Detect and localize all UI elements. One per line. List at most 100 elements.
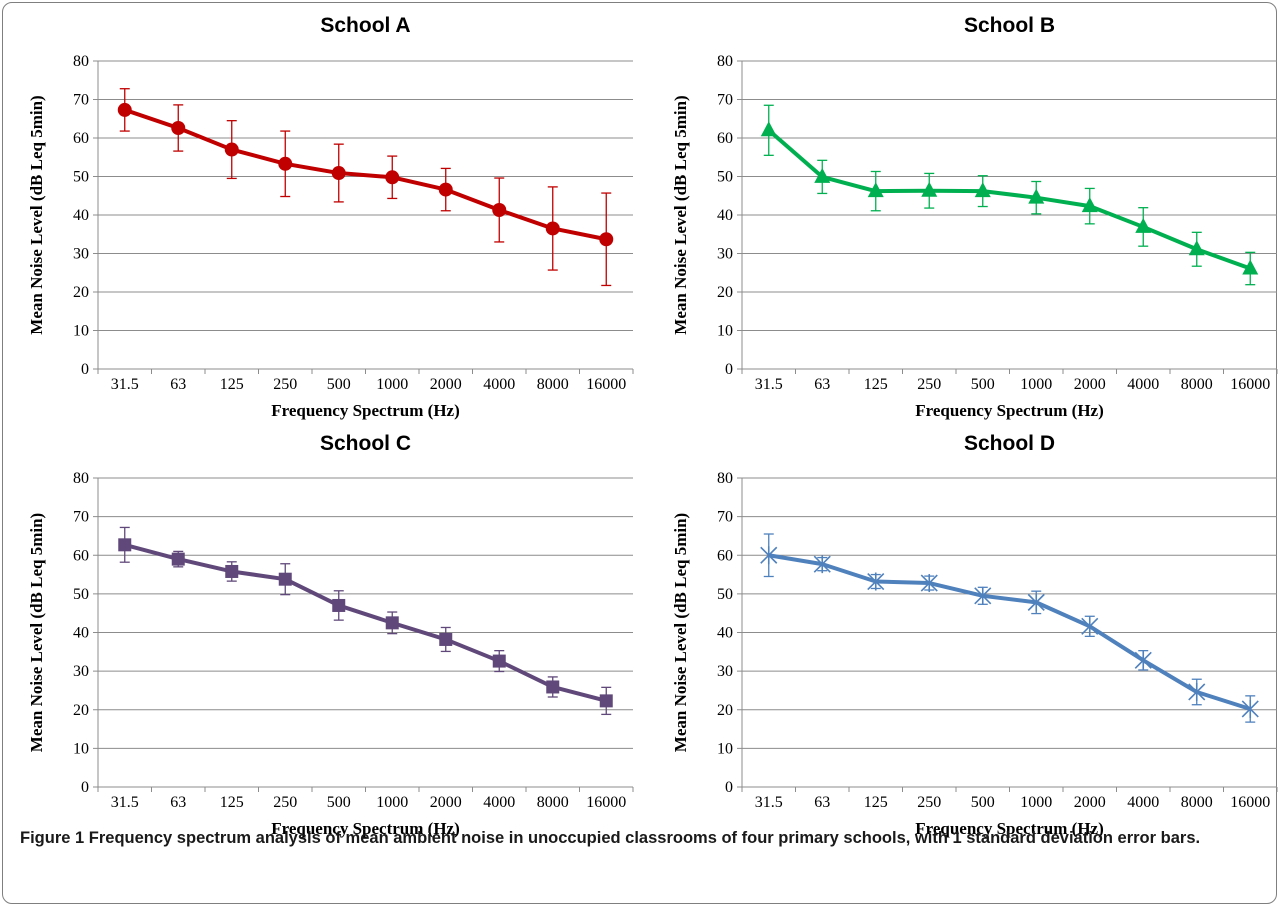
x-tick-label: 4000 — [483, 376, 515, 393]
y-tick-label: 50 — [717, 169, 733, 186]
y-tick-label: 70 — [73, 509, 89, 526]
y-tick-label: 60 — [717, 130, 733, 147]
series-line — [769, 130, 1251, 268]
y-tick-label: 40 — [717, 625, 733, 642]
y-tick-label: 80 — [717, 53, 733, 70]
y-tick-label: 40 — [717, 207, 733, 224]
y-tick-label: 0 — [725, 779, 733, 796]
x-tick-label: 500 — [971, 794, 995, 811]
x-tick-label: 63 — [170, 794, 186, 811]
data-point — [492, 203, 506, 217]
x-tick-label: 250 — [273, 376, 297, 393]
x-tick-label: 1000 — [376, 794, 408, 811]
x-tick-label: 500 — [971, 376, 995, 393]
chart-title: School D — [964, 432, 1055, 455]
data-point — [599, 232, 613, 246]
y-tick-label: 40 — [73, 625, 89, 642]
x-tick-label: 2000 — [1074, 794, 1106, 811]
x-tick-label: 31.5 — [111, 794, 139, 811]
data-point — [225, 143, 239, 157]
data-point — [385, 170, 399, 184]
y-tick-label: 0 — [81, 361, 89, 378]
data-point — [761, 121, 777, 136]
series-line — [125, 545, 607, 701]
data-point — [546, 221, 560, 235]
x-tick-label: 8000 — [1181, 376, 1213, 393]
data-point — [172, 553, 185, 566]
y-tick-label: 60 — [73, 547, 89, 564]
x-tick-label: 31.5 — [755, 376, 783, 393]
data-point — [332, 166, 346, 180]
x-tick-label: 16000 — [586, 794, 626, 811]
y-tick-label: 10 — [717, 740, 733, 757]
chart-school-a: School A 0 10 20 30 40 50 60 70 80 31.5 63 125 250 500… — [0, 0, 640, 410]
caption-label: Figure 1 — [20, 829, 84, 847]
chart-title: School C — [320, 432, 411, 455]
y-tick-label: 20 — [73, 284, 89, 301]
x-tick-label: 4000 — [483, 794, 515, 811]
y-axis-label: Mean Noise Level (dB Leq 5min) — [27, 513, 46, 752]
y-tick-label: 30 — [717, 246, 733, 263]
y-tick-label: 10 — [717, 323, 733, 340]
y-tick-label: 80 — [73, 470, 89, 487]
x-tick-label: 250 — [917, 794, 941, 811]
x-tick-label: 125 — [864, 376, 888, 393]
y-tick-label: 20 — [717, 702, 733, 719]
series-line — [125, 110, 607, 239]
x-tick-label: 63 — [814, 376, 830, 393]
data-point — [278, 157, 292, 171]
x-tick-label: 63 — [814, 794, 830, 811]
data-point — [546, 680, 559, 693]
caption-text: Frequency spectrum analysis of mean ambi… — [89, 829, 906, 847]
data-point — [386, 616, 399, 629]
data-point — [600, 694, 613, 707]
chart-school-d: School D 0 10 20 30 40 50 60 70 80 31.5 63 125 250 500… — [640, 418, 1280, 818]
y-tick-label: 60 — [73, 130, 89, 147]
data-point — [493, 655, 506, 668]
chart-school-c: School C0102030405060708031.5 63 125 250 500… — [0, 418, 640, 818]
y-tick-label: 70 — [717, 92, 733, 109]
y-axis-label: Mean Noise Level (dB Leq 5min) — [27, 95, 46, 334]
chart-school-b: School B 0 10 20 30 40 50 60 70 80 31.5 63 125 250 500… — [640, 0, 1280, 410]
x-tick-label: 8000 — [1181, 794, 1213, 811]
x-tick-label: 4000 — [1127, 794, 1159, 811]
x-tick-label: 16000 — [586, 376, 626, 393]
chart-title: School B — [964, 14, 1055, 37]
y-tick-label: 10 — [73, 740, 89, 757]
y-tick-label: 40 — [73, 207, 89, 224]
y-tick-label: 70 — [73, 92, 89, 109]
caption-tail: , with 1 standard deviation error bars. — [906, 829, 1200, 847]
x-tick-label: 1000 — [1020, 794, 1052, 811]
data-point — [1082, 617, 1098, 635]
y-tick-label: 50 — [73, 169, 89, 186]
y-tick-label: 80 — [73, 53, 89, 70]
x-tick-label: 63 — [170, 376, 186, 393]
x-tick-label: 125 — [864, 794, 888, 811]
x-tick-label: 2000 — [430, 376, 462, 393]
data-point — [118, 103, 132, 117]
y-tick-label: 70 — [717, 509, 733, 526]
x-tick-label: 500 — [327, 794, 351, 811]
y-tick-label: 30 — [73, 663, 89, 680]
y-tick-label: 50 — [717, 586, 733, 603]
y-tick-label: 80 — [717, 470, 733, 487]
y-tick-label: 0 — [725, 361, 733, 378]
x-tick-label: 4000 — [1127, 376, 1159, 393]
data-point — [225, 565, 238, 578]
x-tick-label: 250 — [273, 794, 297, 811]
x-tick-label: 8000 — [537, 794, 569, 811]
y-tick-label: 20 — [73, 702, 89, 719]
data-point — [439, 183, 453, 197]
y-tick-label: 60 — [717, 547, 733, 564]
figure-caption: Figure 1 Frequency spectrum analysis of … — [20, 826, 1240, 851]
data-point — [1135, 651, 1151, 669]
data-point — [332, 599, 345, 612]
data-point — [439, 633, 452, 646]
x-tick-label: 2000 — [1074, 376, 1106, 393]
y-tick-label: 0 — [81, 779, 89, 796]
x-tick-label: 500 — [327, 376, 351, 393]
y-axis-label: Mean Noise Level (dB Leq 5min) — [671, 513, 690, 752]
x-tick-label: 125 — [220, 376, 244, 393]
x-tick-label: 250 — [917, 376, 941, 393]
x-tick-label: 1000 — [376, 376, 408, 393]
